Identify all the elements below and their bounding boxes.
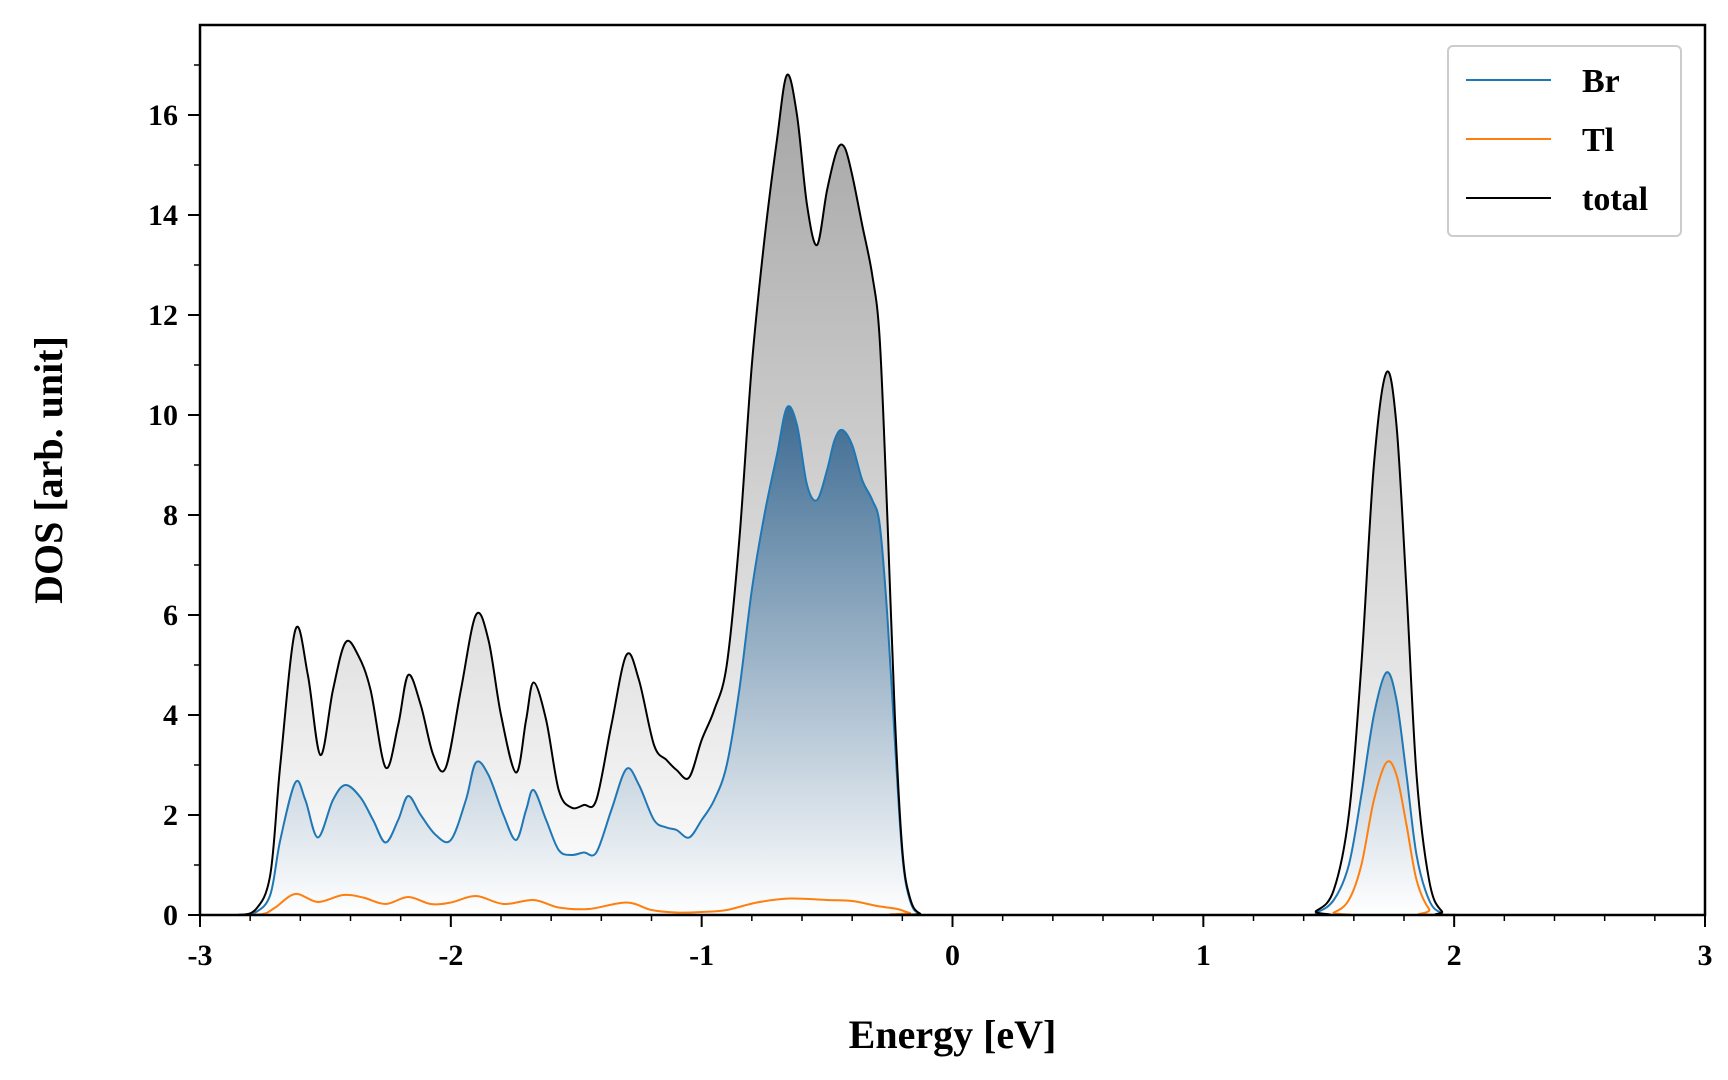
y-axis: 0 2 4 6 8 10 12 14 16 (148, 64, 200, 932)
y-tick-label: 14 (148, 199, 178, 232)
series-line-tl (200, 760, 1705, 917)
x-axis: -3 -2 -1 0 1 2 3 (188, 915, 1713, 972)
x-tick-label: -1 (689, 939, 714, 972)
legend: Br Tl total (1447, 45, 1682, 237)
series-fill-br (200, 406, 1705, 915)
legend-box (1447, 45, 1682, 237)
series-lines (200, 73, 1705, 917)
series-fills (200, 74, 1705, 915)
y-tick-label: 4 (163, 699, 178, 732)
x-tick-label: 0 (945, 939, 960, 972)
x-tick-label: 3 (1698, 939, 1713, 972)
series-line-total (200, 73, 1705, 917)
y-tick-label: 10 (148, 399, 178, 432)
y-tick-label: 2 (163, 799, 178, 832)
x-tick-label: -2 (438, 939, 463, 972)
legend-label-tl: Tl (1582, 122, 1614, 159)
x-tick-label: 1 (1196, 939, 1211, 972)
y-tick-label: 6 (163, 599, 178, 632)
y-tick-label: 12 (148, 299, 178, 332)
x-axis-label: Energy [eV] (849, 1012, 1057, 1057)
x-tick-label: 2 (1447, 939, 1462, 972)
y-axis-label: DOS [arb. unit] (26, 336, 71, 604)
x-tick-label: -3 (188, 939, 213, 972)
y-tick-label: 8 (163, 499, 178, 532)
legend-label-br: Br (1582, 63, 1620, 100)
series-line-br (200, 405, 1705, 917)
y-tick-label: 16 (148, 99, 178, 132)
y-tick-label: 0 (163, 899, 178, 932)
legend-label-total: total (1582, 181, 1648, 218)
